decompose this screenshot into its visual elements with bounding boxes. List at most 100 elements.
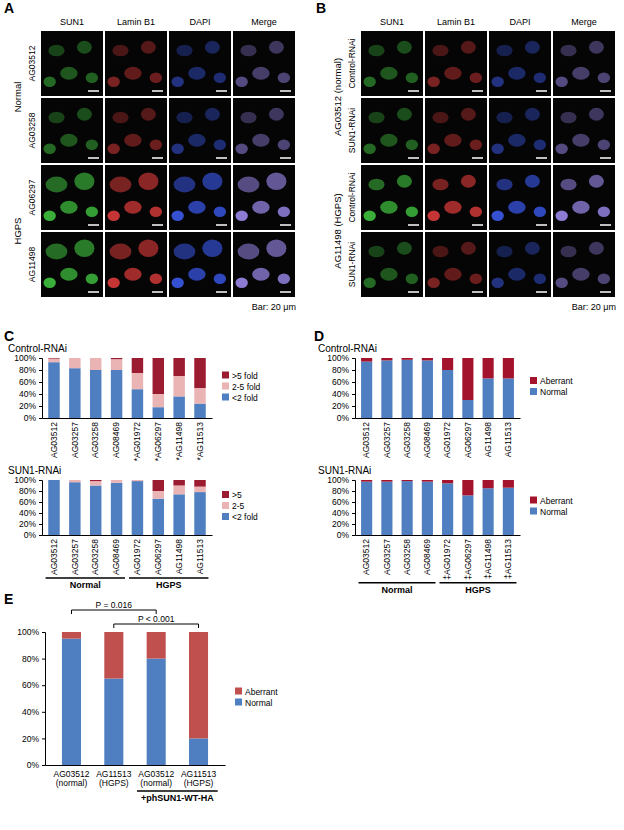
scale-bar — [472, 90, 483, 92]
tick-mark — [39, 513, 42, 514]
nucleus — [589, 41, 604, 54]
bar-segment — [462, 358, 473, 400]
nucleus — [572, 134, 589, 147]
column-header: SUN1 — [60, 17, 84, 27]
tick-label: 40% — [19, 508, 36, 518]
tick-label: 20% — [19, 401, 36, 411]
micrograph — [361, 232, 423, 297]
bar-segment — [194, 480, 205, 487]
bar-segment — [483, 358, 494, 378]
nucleus — [235, 144, 247, 154]
y-tick: 60% — [22, 680, 45, 690]
tick-label: 20% — [22, 734, 39, 744]
nucleus — [534, 207, 546, 217]
y-axis: 0%20%40%60%80%100% — [327, 475, 355, 540]
bar-segment — [132, 389, 143, 418]
axis-line — [39, 481, 43, 536]
micrograph — [425, 232, 487, 297]
nucleus — [48, 45, 64, 57]
tick-label: 0% — [24, 530, 37, 540]
bar-segment — [132, 358, 143, 373]
scale-bar-label: Bar: 20 μm — [252, 302, 296, 312]
nucleus — [496, 246, 512, 258]
scale-bar — [152, 224, 163, 226]
bar-segment — [90, 480, 101, 481]
group-bracket — [440, 582, 517, 584]
nucleus — [470, 140, 482, 150]
tick-label: 80% — [22, 654, 39, 664]
nucleus — [124, 201, 141, 214]
nucleus — [525, 242, 540, 255]
tick-mark — [42, 765, 45, 766]
nucleus — [174, 177, 196, 193]
nucleus — [432, 45, 448, 57]
nucleus — [598, 140, 610, 150]
nucleus — [269, 108, 284, 121]
row-label: SUN1-RNAi — [347, 242, 357, 287]
tick-label: AG03257 — [382, 422, 392, 458]
y-tick: 0% — [337, 413, 355, 423]
micrograph — [425, 165, 487, 230]
nucleus — [86, 274, 98, 284]
nucleus — [252, 67, 269, 80]
y-tick: 80% — [332, 486, 355, 496]
tick-label: 80% — [19, 486, 36, 496]
bar-segment — [104, 632, 123, 679]
nucleus — [141, 108, 156, 121]
y-tick: 100% — [327, 353, 355, 363]
x-tick: AG11513(HGPS) — [181, 765, 217, 788]
bar-segment — [381, 480, 392, 482]
nucleus — [46, 177, 68, 193]
tick-label: AG03258 — [402, 539, 412, 575]
legend-label: Normal — [245, 698, 273, 708]
legend-swatch — [222, 372, 229, 379]
nucleus — [380, 134, 397, 147]
micrograph — [41, 232, 103, 297]
nucleus — [461, 242, 476, 255]
nucleus — [124, 134, 141, 147]
nucleus — [238, 244, 260, 260]
y-tick: 40% — [19, 508, 42, 518]
legend-label: Aberrant — [540, 496, 573, 506]
bar-segment — [194, 492, 205, 535]
tick-mark — [42, 738, 45, 739]
tick-label: 100% — [327, 353, 349, 363]
y-tick: 60% — [19, 497, 42, 507]
x-tick: AG03257 — [70, 418, 80, 458]
nucleus — [589, 108, 604, 121]
bar-segment — [442, 483, 453, 535]
tick-mark — [352, 513, 355, 514]
bar-segment — [194, 404, 205, 418]
scale-bar — [472, 291, 483, 293]
bar-segment — [462, 495, 473, 535]
legend-swatch — [530, 388, 537, 395]
bar-segment — [153, 358, 164, 394]
group-label: +phSUN1-WT-HA — [141, 793, 214, 803]
nucleus — [363, 278, 375, 288]
axis-line — [43, 535, 213, 536]
bar-segment — [402, 480, 413, 481]
scale-bar — [216, 224, 227, 226]
x-tick: AG08469 — [422, 535, 432, 575]
y-axis: 0%20%40%60%80%100% — [14, 475, 42, 540]
tick-label: *AG01972 — [132, 422, 142, 461]
legend: >5 fold2-5 fold<2 fold — [222, 371, 261, 403]
scale-bar-label: Bar: 20 μm — [572, 302, 616, 312]
bar-segment — [111, 358, 122, 359]
bar-segment — [48, 480, 59, 481]
bars — [361, 480, 514, 535]
micrograph — [553, 31, 615, 96]
bar-segment — [462, 480, 473, 495]
nucleus — [432, 112, 448, 124]
chart: E0%20%40%60%80%100%AG03512(normal)AG1151… — [4, 591, 278, 803]
bar-segment — [381, 482, 392, 535]
group-label: HGPS — [465, 585, 491, 595]
x-tick: AG03512(normal) — [54, 765, 90, 788]
x-tick: AG03257 — [382, 535, 392, 575]
nucleus — [86, 207, 98, 217]
tick-mark — [39, 370, 42, 371]
nucleus — [363, 144, 375, 154]
tick-mark — [352, 382, 355, 383]
figure: ASUN1Lamin B1DAPIMergeAG03512AG03258Norm… — [0, 0, 624, 830]
tick-label: AG08469 — [111, 539, 121, 575]
